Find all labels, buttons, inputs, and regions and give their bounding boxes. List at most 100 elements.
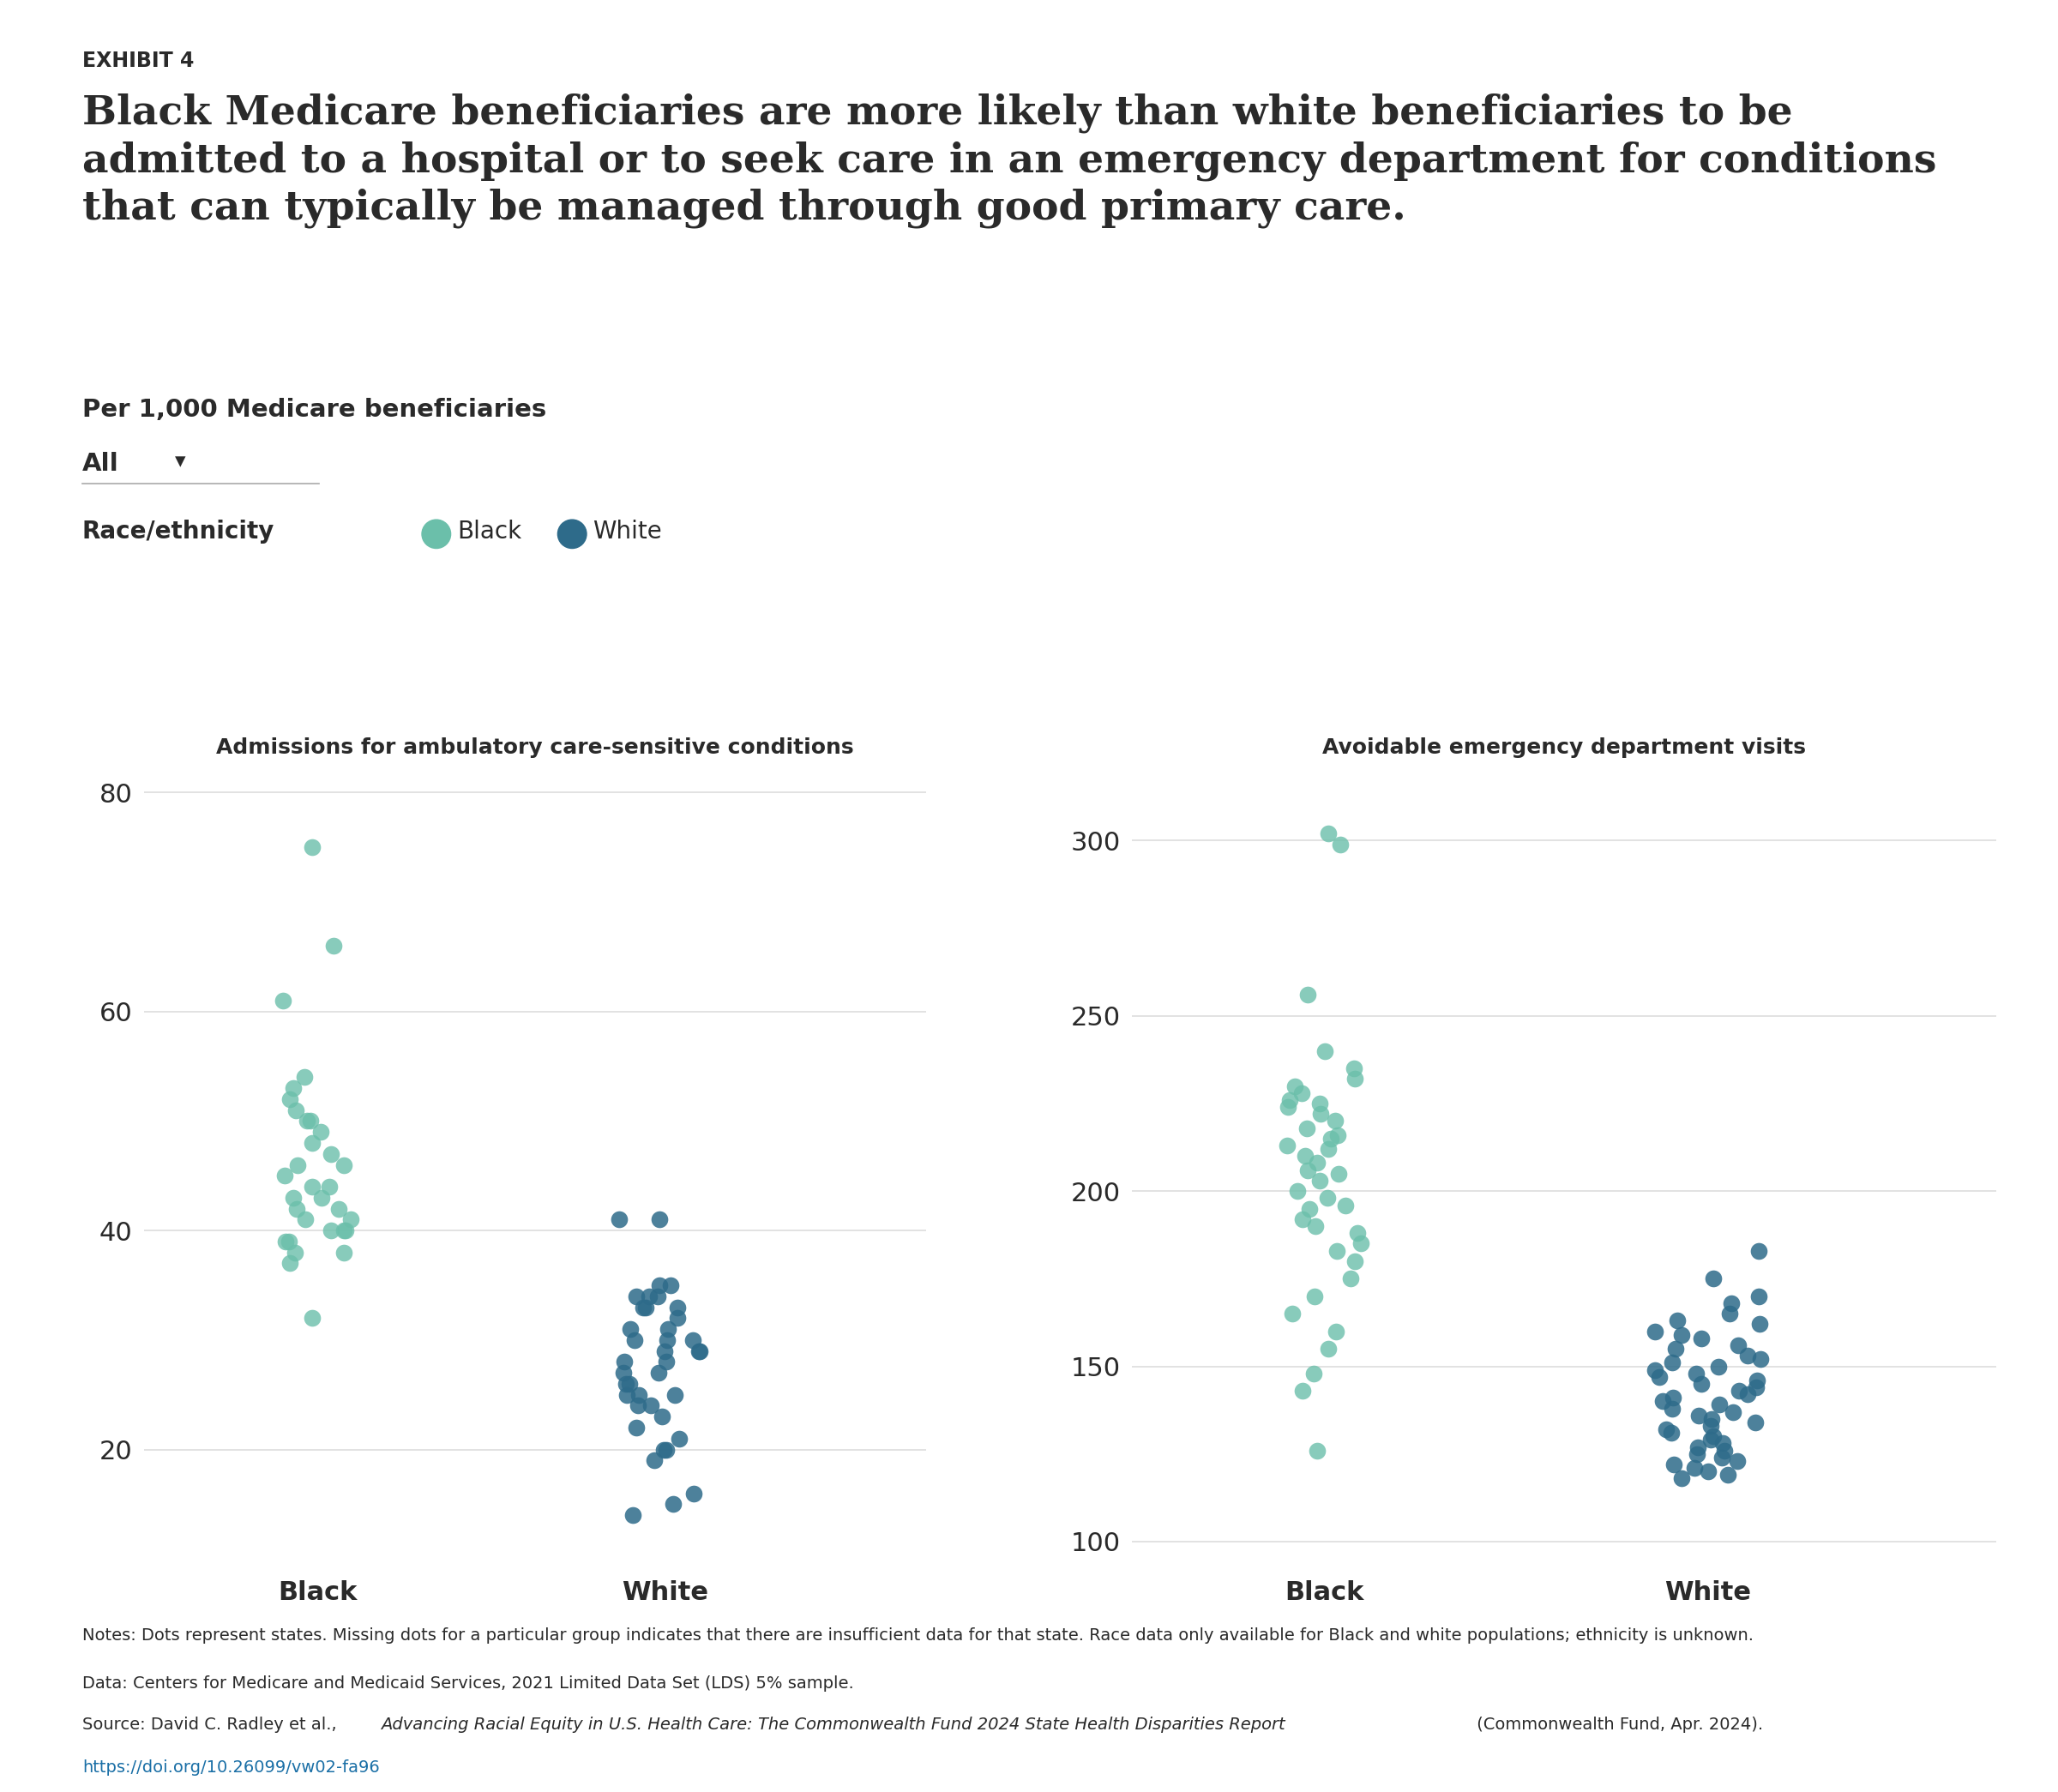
Point	[276, 1183, 309, 1211]
Point	[1659, 1335, 1692, 1364]
Point	[1286, 1376, 1319, 1405]
Point	[1657, 1450, 1690, 1478]
Point	[1338, 1247, 1371, 1276]
Point	[1272, 1093, 1305, 1122]
Point	[1323, 830, 1356, 858]
Point	[1342, 1219, 1375, 1247]
Point	[1301, 1435, 1334, 1464]
Point	[1315, 1124, 1348, 1152]
Point	[642, 1281, 675, 1310]
Point	[315, 1217, 348, 1245]
Title: Avoidable emergency department visits: Avoidable emergency department visits	[1323, 738, 1807, 758]
Point	[1292, 1193, 1325, 1222]
Title: Admissions for ambulatory care-sensitive conditions: Admissions for ambulatory care-sensitive…	[216, 738, 854, 758]
Point	[1681, 1401, 1714, 1430]
Point	[607, 1358, 640, 1387]
Text: Advancing Racial Equity in U.S. Health Care: The Commonwealth Fund 2024 State He: Advancing Racial Equity in U.S. Health C…	[381, 1717, 1284, 1733]
Point	[1288, 1142, 1321, 1170]
Point	[1323, 1159, 1356, 1188]
Point	[1301, 1149, 1334, 1177]
Point	[268, 986, 300, 1014]
Point	[272, 1228, 305, 1256]
Point	[1338, 1054, 1371, 1082]
Point	[1646, 1387, 1679, 1416]
Point	[1702, 1391, 1735, 1419]
Point	[1741, 1366, 1774, 1394]
Point	[648, 1337, 681, 1366]
Point	[1712, 1299, 1745, 1328]
Point	[642, 1271, 675, 1299]
Point	[1677, 1453, 1710, 1482]
Point	[1278, 1072, 1311, 1100]
Point	[607, 1348, 640, 1376]
Text: All: All	[82, 452, 119, 475]
Point	[1303, 1090, 1336, 1118]
Text: White: White	[593, 520, 663, 543]
Text: Black Medicare beneficiaries are more likely than white beneficiaries to be
admi: Black Medicare beneficiaries are more li…	[82, 93, 1937, 228]
Point	[661, 1292, 694, 1321]
Point	[622, 1380, 654, 1409]
Point	[1704, 1443, 1737, 1471]
Point	[280, 1095, 313, 1124]
Point	[296, 1305, 329, 1333]
Point	[1657, 1394, 1690, 1423]
Point	[280, 1150, 313, 1179]
Point	[1702, 1351, 1735, 1380]
Point	[1638, 1355, 1671, 1383]
Point	[1743, 1281, 1776, 1310]
Point	[305, 1183, 338, 1211]
Point	[1739, 1409, 1772, 1437]
Point	[1712, 1460, 1745, 1489]
Point	[619, 1414, 652, 1443]
Point	[313, 1172, 346, 1201]
Text: ▾: ▾	[175, 452, 185, 471]
Point	[288, 1206, 321, 1235]
Point	[642, 1358, 675, 1387]
Point	[1679, 1358, 1712, 1387]
Point	[650, 1435, 683, 1464]
Point	[1739, 1373, 1772, 1401]
Point	[1344, 1229, 1377, 1258]
Point	[650, 1326, 683, 1355]
Point	[274, 1249, 307, 1278]
Point	[1638, 1317, 1671, 1346]
Point	[1313, 1134, 1346, 1163]
Point	[657, 1489, 689, 1518]
Text: Per 1,000 Medicare beneficiaries: Per 1,000 Medicare beneficiaries	[82, 398, 547, 421]
Point	[1292, 980, 1325, 1009]
Point	[615, 1502, 648, 1530]
Point	[619, 1281, 652, 1310]
Point	[1309, 1036, 1342, 1064]
Point	[1694, 1426, 1727, 1455]
Point	[327, 1217, 360, 1245]
Point	[280, 1193, 313, 1222]
Point	[1651, 1416, 1683, 1444]
Point	[1723, 1331, 1755, 1360]
Point	[296, 833, 329, 862]
Point	[646, 1403, 679, 1432]
Point	[683, 1337, 716, 1366]
Text: Source: David C. Radley et al.,: Source: David C. Radley et al.,	[82, 1717, 342, 1733]
Point	[1657, 1383, 1690, 1412]
Point	[1731, 1342, 1764, 1371]
Text: Data: Centers for Medicare and Medicaid Services, 2021 Limited Data Set (LDS) 5%: Data: Centers for Medicare and Medicaid …	[82, 1676, 854, 1692]
Point	[333, 1206, 366, 1235]
Point	[1692, 1457, 1725, 1486]
Point	[1743, 1310, 1776, 1339]
Point	[296, 1129, 329, 1158]
Point	[288, 1063, 321, 1091]
Point	[1284, 1079, 1317, 1107]
Point	[632, 1281, 665, 1310]
Point	[1297, 1358, 1329, 1387]
Point	[1321, 1236, 1354, 1265]
Point	[1319, 1107, 1352, 1136]
Point	[659, 1380, 691, 1409]
Point	[1714, 1288, 1747, 1317]
Point	[1299, 1211, 1332, 1240]
Point	[1686, 1369, 1718, 1398]
Point	[1741, 1236, 1774, 1265]
Point	[1686, 1324, 1718, 1353]
Point	[1311, 1185, 1344, 1213]
Point	[652, 1315, 685, 1344]
Point	[1655, 1348, 1688, 1376]
